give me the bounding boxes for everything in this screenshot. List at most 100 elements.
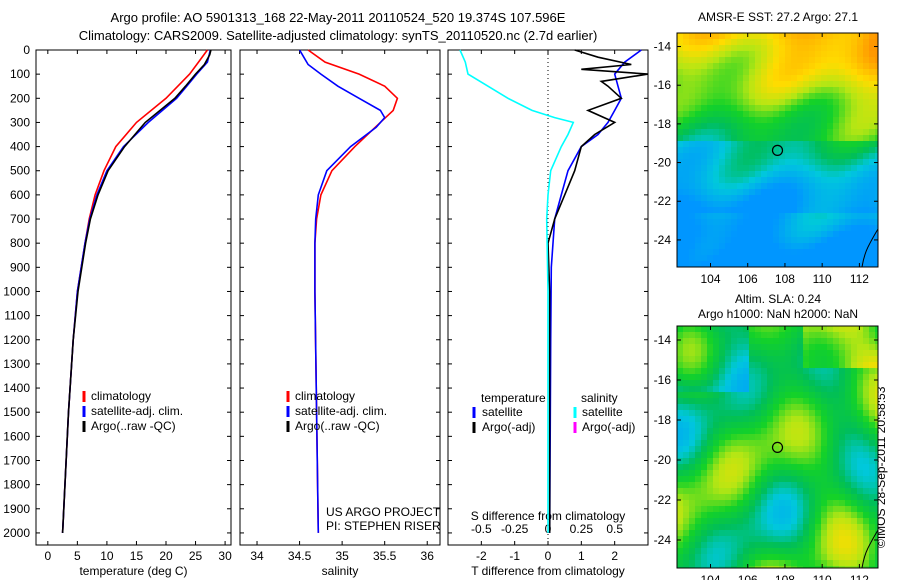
map-cell: [821, 362, 827, 368]
map-cell: [851, 446, 857, 452]
map-cell: [839, 416, 845, 422]
map-cell: [863, 470, 869, 476]
map-cell: [821, 458, 827, 464]
map-cell: [707, 452, 713, 458]
map-cell: [677, 255, 683, 261]
map-cell: [743, 434, 749, 440]
map-cell: [857, 189, 863, 195]
map-cell: [821, 512, 827, 518]
map-cell: [701, 476, 707, 482]
map-cell: [689, 249, 695, 255]
map-cell: [767, 422, 773, 428]
lon-tick-label: 106: [738, 272, 758, 286]
map-cell: [851, 111, 857, 117]
map-cell: [839, 386, 845, 392]
map-cell: [695, 542, 701, 548]
map-cell: [815, 195, 821, 201]
map-cell: [731, 141, 737, 147]
map-cell: [743, 362, 749, 368]
map-cell: [725, 512, 731, 518]
map-cell: [677, 117, 683, 123]
map-cell: [767, 524, 773, 530]
map-cell: [851, 57, 857, 63]
map-cell: [857, 530, 863, 536]
map-cell: [791, 350, 797, 356]
map-cell: [719, 231, 725, 237]
map-cell: [719, 416, 725, 422]
map-cell: [677, 548, 683, 554]
map-cell: [833, 195, 839, 201]
map-cell: [713, 452, 719, 458]
map-cell: [755, 536, 761, 542]
map-cell: [827, 159, 833, 165]
legend-label: satellite-adj. clim.: [91, 404, 183, 418]
map-cell: [833, 536, 839, 542]
map-cell: [833, 530, 839, 536]
map-cell: [719, 398, 725, 404]
map-cell: [737, 422, 743, 428]
map-cell: [851, 189, 857, 195]
map-cell: [779, 261, 785, 267]
map-cell: [761, 332, 767, 338]
map-cell: [809, 560, 815, 566]
map-cell: [797, 344, 803, 350]
map-cell: [725, 380, 731, 386]
map-cell: [749, 153, 755, 159]
map-cell: [785, 356, 791, 362]
map-cell: [803, 213, 809, 219]
map-cell: [839, 434, 845, 440]
map-cell: [779, 123, 785, 129]
map-cell: [809, 344, 815, 350]
map-cell: [731, 249, 737, 255]
map-cell: [785, 386, 791, 392]
map-cell: [821, 566, 827, 568]
map-cell: [719, 207, 725, 213]
map-cell: [779, 536, 785, 542]
map-cell: [695, 57, 701, 63]
map-cell: [677, 135, 683, 141]
map-cell: [755, 159, 761, 165]
map-cell: [851, 566, 857, 568]
map-cell: [713, 494, 719, 500]
map-cell: [767, 75, 773, 81]
map-cell: [875, 45, 878, 51]
map-cell: [869, 225, 875, 231]
lon-tick-label: 112: [850, 573, 869, 580]
map-cell: [869, 201, 875, 207]
map-cell: [797, 147, 803, 153]
map-cell: [797, 440, 803, 446]
map-cell: [713, 81, 719, 87]
map-cell: [833, 111, 839, 117]
map-cell: [755, 494, 761, 500]
map-cell: [689, 332, 695, 338]
map-cell: [731, 476, 737, 482]
map-subtitle: Argo h1000: NaN h2000: NaN: [698, 307, 858, 321]
map-cell: [755, 422, 761, 428]
map-cell: [743, 518, 749, 524]
map-cell: [725, 398, 731, 404]
map-cell: [875, 494, 878, 500]
map-cell: [713, 392, 719, 398]
map-cell: [689, 255, 695, 261]
map-cell: [839, 189, 845, 195]
map-cell: [857, 482, 863, 488]
map-cell: [809, 326, 815, 332]
map-cell: [869, 33, 875, 39]
map-cell: [845, 482, 851, 488]
map-cell: [719, 99, 725, 105]
map-cell: [857, 255, 863, 261]
map-cell: [707, 356, 713, 362]
map-cell: [737, 404, 743, 410]
map-cell: [845, 434, 851, 440]
map-cell: [719, 464, 725, 470]
map-cell: [731, 464, 737, 470]
map-cell: [731, 410, 737, 416]
map-cell: [743, 356, 749, 362]
map-cell: [809, 368, 815, 374]
map-cell: [719, 111, 725, 117]
map-cell: [815, 506, 821, 512]
plot-frame-temperature: [35, 49, 232, 546]
map-cell: [827, 51, 833, 57]
map-cell: [863, 536, 869, 542]
map-cell: [755, 93, 761, 99]
